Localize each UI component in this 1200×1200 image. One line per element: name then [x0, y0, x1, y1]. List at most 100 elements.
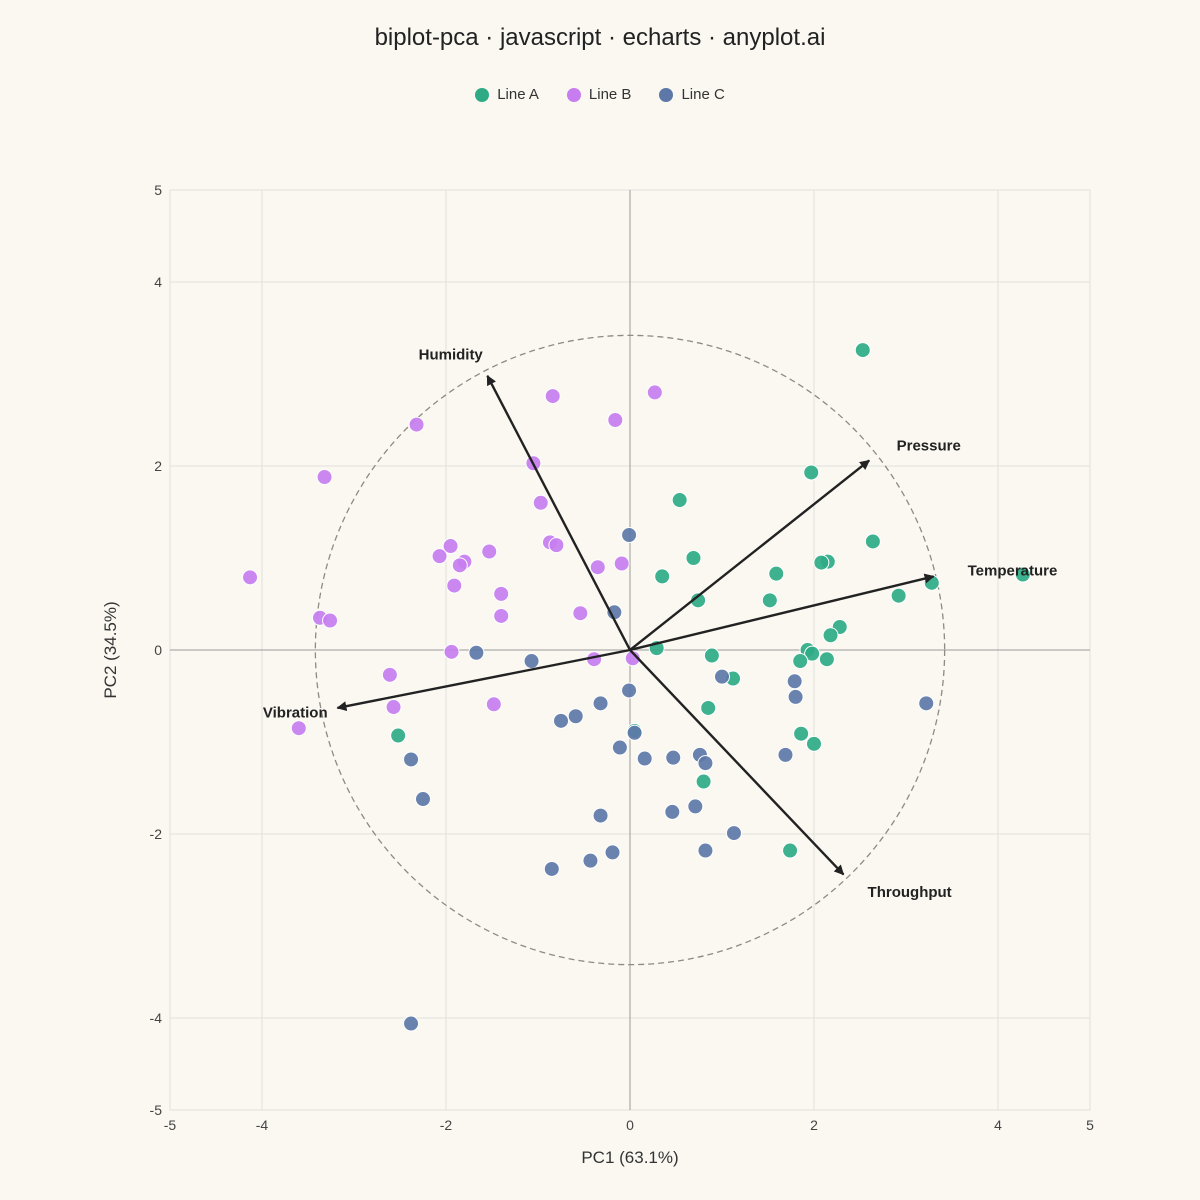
data-point — [806, 735, 822, 752]
data-point — [446, 577, 463, 594]
legend-label-line-a: Line A — [497, 86, 539, 103]
data-point — [714, 668, 730, 685]
loading-label-throughput: Throughput — [868, 884, 952, 901]
data-point — [607, 412, 624, 428]
data-point — [690, 592, 707, 609]
data-point — [636, 750, 653, 767]
data-point — [572, 605, 589, 622]
data-point — [918, 695, 935, 712]
loading-arrow-throughput — [629, 649, 845, 876]
chart-title: biplot-pca · javascript · echarts · anyp… — [374, 24, 826, 51]
y-tick-label: -5 — [150, 1102, 163, 1118]
data-point — [567, 708, 584, 725]
data-point — [390, 727, 407, 744]
correlation-circle-layer — [314, 334, 946, 966]
loading-label-temperature: Temperature — [968, 563, 1058, 580]
data-point — [854, 342, 871, 359]
data-point — [408, 416, 425, 433]
data-point — [613, 555, 630, 572]
legend-item-line-c[interactable]: Line C — [659, 86, 725, 103]
data-point — [890, 587, 907, 604]
loading-label-vibration: Vibration — [263, 705, 328, 722]
x-tick-label: 4 — [994, 1117, 1002, 1133]
correlation-circle — [314, 334, 946, 966]
data-point — [582, 852, 599, 869]
data-point — [813, 554, 830, 571]
loading-arrow-pressure — [629, 459, 870, 651]
loading-arrow-humidity — [486, 374, 632, 651]
legend-item-line-b[interactable]: Line B — [566, 86, 631, 103]
loading-label-pressure: Pressure — [897, 438, 961, 455]
data-point — [624, 650, 641, 667]
data-point — [792, 653, 809, 670]
data-point — [725, 825, 742, 842]
data-point — [793, 725, 810, 742]
x-tick-label: 2 — [810, 1117, 818, 1133]
data-point — [442, 538, 459, 555]
data-point — [664, 803, 681, 820]
data-point — [592, 695, 609, 712]
data-point — [468, 644, 485, 661]
data-point — [818, 651, 835, 668]
data-point — [316, 469, 333, 486]
data-point — [671, 492, 688, 509]
data-point — [1014, 566, 1031, 583]
data-point — [592, 807, 609, 824]
data-point — [703, 647, 720, 664]
data-point — [290, 720, 307, 737]
data-point — [485, 696, 502, 713]
loading-label-humidity: Humidity — [419, 347, 484, 364]
y-tick-label: 0 — [154, 642, 162, 658]
data-point — [695, 773, 712, 790]
data-point — [804, 645, 821, 662]
legend-swatch-line-b — [566, 87, 581, 102]
data-point — [621, 527, 638, 543]
points-layer — [242, 342, 1031, 1032]
y-tick-label: 2 — [154, 458, 162, 474]
data-point — [548, 537, 565, 554]
data-point — [481, 543, 498, 560]
data-point — [322, 612, 339, 629]
loading-arrow-vibration — [336, 648, 631, 712]
y-tick-label: -2 — [150, 826, 163, 842]
data-point — [532, 494, 549, 511]
data-point — [403, 751, 420, 768]
data-point — [621, 682, 638, 699]
data-point — [523, 653, 540, 670]
y-axis-label: PC2 (34.5%) — [101, 601, 120, 698]
x-axis-label: PC1 (63.1%) — [581, 1148, 678, 1167]
y-tick-label: -4 — [150, 1010, 163, 1026]
data-point — [385, 699, 402, 716]
x-tick-label: -2 — [440, 1117, 453, 1133]
data-point — [493, 585, 510, 602]
x-tick-label: -5 — [164, 1117, 177, 1133]
data-point — [431, 548, 448, 565]
data-point — [443, 643, 460, 660]
data-point — [864, 533, 881, 550]
data-point — [786, 673, 803, 690]
data-point — [611, 739, 628, 756]
data-point — [768, 565, 785, 582]
data-point — [403, 1015, 420, 1032]
data-point — [822, 627, 839, 644]
x-tick-label: 5 — [1086, 1117, 1094, 1133]
data-point — [803, 464, 820, 481]
series-line-c — [403, 527, 935, 1032]
x-tick-label: 0 — [626, 1117, 634, 1133]
x-tick-label: -4 — [256, 1117, 269, 1133]
loading-arrow-temperature — [629, 573, 935, 652]
axes: -5 -4 -2 0 2 4 5 -5 -4 -2 0 2 4 5 — [150, 182, 1095, 1133]
data-point — [543, 860, 560, 877]
data-point — [654, 568, 671, 585]
legend: Line A Line B Line C — [0, 86, 1200, 103]
data-point — [493, 607, 510, 624]
data-point — [665, 749, 682, 766]
y-tick-label: 5 — [154, 182, 162, 198]
series-line-b — [242, 384, 663, 737]
legend-label-line-c: Line C — [681, 86, 725, 103]
data-point — [782, 842, 799, 859]
data-point — [381, 666, 398, 683]
legend-item-line-a[interactable]: Line A — [475, 86, 539, 103]
